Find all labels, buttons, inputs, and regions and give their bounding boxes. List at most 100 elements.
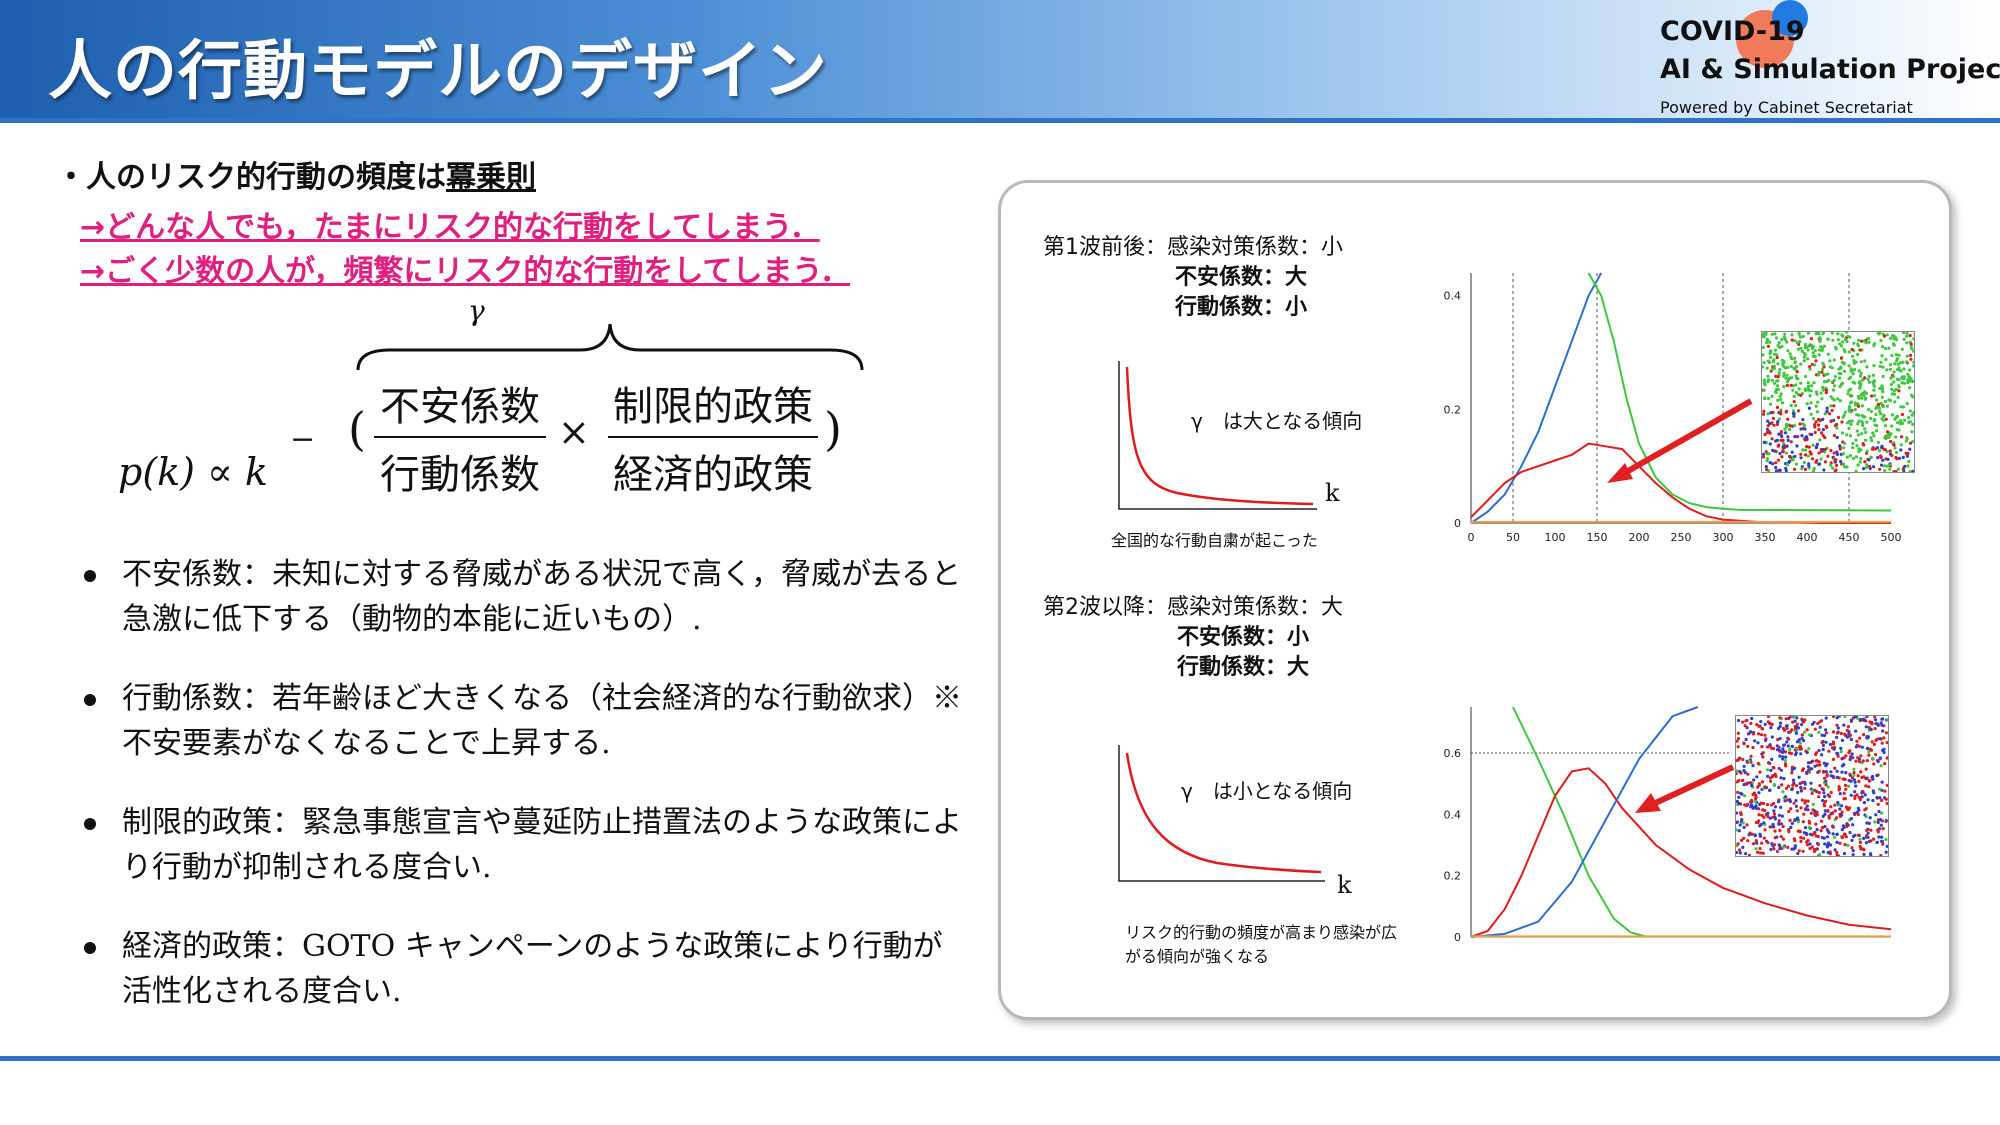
bullet-dot <box>84 942 96 954</box>
gamma-symbol: γ <box>468 294 485 327</box>
agent-dot <box>1879 854 1883 856</box>
agent-dot <box>1897 456 1902 460</box>
agent-dot <box>1794 364 1799 369</box>
agent-dot <box>1874 429 1879 433</box>
agent-dot <box>1760 780 1765 784</box>
agent-dot <box>1744 852 1748 856</box>
agent-dot <box>1783 799 1787 803</box>
agent-dot <box>1880 345 1885 349</box>
agent-dot <box>1866 831 1870 835</box>
agent-dot <box>1912 349 1914 353</box>
agent-dot <box>1792 424 1797 428</box>
agent-dot <box>1777 813 1781 817</box>
agent-dot <box>1897 378 1901 382</box>
agent-dot <box>1839 356 1843 360</box>
numerator-anxiety: 不安係数 <box>380 384 540 430</box>
agent-dot <box>1895 428 1899 432</box>
agent-dot <box>1863 438 1868 442</box>
power-law-formula: γ p(k) ∝ k − ( 不安係数 行動係数 × 制限的政策 経済的政策 ) <box>112 294 872 502</box>
agent-dot <box>1851 823 1855 827</box>
agent-dot <box>1769 779 1773 783</box>
agent-dot <box>1792 837 1796 841</box>
agent-dot <box>1872 364 1876 368</box>
agent-dot <box>1885 801 1888 806</box>
agent-dot <box>1908 377 1912 381</box>
agent-dot <box>1852 778 1856 782</box>
agent-dot <box>1766 412 1770 416</box>
agent-dot <box>1885 783 1888 787</box>
agent-dot <box>1736 731 1740 735</box>
agent-dot <box>1801 820 1805 824</box>
agent-dot <box>1908 333 1912 338</box>
agent-dot <box>1773 352 1777 356</box>
agent-dot <box>1831 388 1836 392</box>
agent-dot <box>1808 767 1812 771</box>
agent-dot <box>1892 443 1896 447</box>
agent-dot <box>1896 395 1900 399</box>
agent-dot <box>1851 354 1855 358</box>
agent-dot <box>1840 738 1845 742</box>
agent-dot <box>1883 424 1888 428</box>
agent-dot <box>1769 746 1774 750</box>
agent-dot <box>1843 783 1848 787</box>
agent-dot <box>1784 786 1788 790</box>
wave2-epidemic-chart: 0 0.2 0.4 0.6 <box>1444 706 1892 944</box>
agent-dot <box>1801 448 1805 452</box>
agent-dot <box>1868 464 1872 469</box>
agent-dot <box>1852 771 1856 775</box>
series-line <box>1470 272 1603 524</box>
agent-dot <box>1878 818 1883 822</box>
agent-dot <box>1856 812 1860 816</box>
agent-dot <box>1833 375 1837 379</box>
agent-dot <box>1876 820 1880 825</box>
agent-dot <box>1806 357 1810 361</box>
agent-dot <box>1884 357 1888 362</box>
agent-dot <box>1794 383 1798 387</box>
agent-dot <box>1859 360 1863 364</box>
agent-dot <box>1790 765 1794 769</box>
agent-dot <box>1875 405 1879 409</box>
agent-dot <box>1907 459 1911 464</box>
agent-dot <box>1831 742 1836 746</box>
agent-dot <box>1805 750 1809 755</box>
agent-dot <box>1737 801 1741 805</box>
agent-dot <box>1808 394 1812 398</box>
main-bullet-emphasis: 冪乗則 <box>446 160 536 195</box>
agent-dot <box>1848 757 1852 762</box>
agent-dot <box>1754 839 1758 843</box>
agent-dot <box>1843 465 1847 469</box>
agent-dot <box>1911 422 1914 426</box>
agent-dot <box>1781 790 1785 794</box>
agent-dot <box>1852 811 1856 815</box>
agent-dot <box>1835 850 1839 855</box>
agent-dot <box>1829 805 1833 809</box>
agent-dot <box>1788 455 1792 459</box>
agent-dot <box>1854 455 1858 459</box>
agent-dot <box>1740 838 1744 842</box>
agent-dot <box>1835 463 1839 467</box>
agent-dot <box>1912 360 1914 364</box>
agent-dot <box>1905 341 1909 345</box>
agent-dot <box>1867 374 1871 378</box>
agent-dot <box>1815 410 1819 414</box>
agent-dot <box>1841 334 1845 338</box>
agent-dot <box>1842 763 1846 767</box>
series-line <box>1470 767 1892 938</box>
agent-dot <box>1793 716 1797 719</box>
agent-dot <box>1783 427 1787 431</box>
agent-dot <box>1885 333 1889 337</box>
agent-dot <box>1761 755 1765 759</box>
agent-dot <box>1794 731 1798 735</box>
agent-dot <box>1810 759 1815 763</box>
agent-dot <box>1781 845 1786 849</box>
agent-dot <box>1824 740 1828 744</box>
agent-dot <box>1768 788 1772 792</box>
agent-dot <box>1867 779 1871 783</box>
agent-dot <box>1896 467 1901 471</box>
agent-dot <box>1803 343 1808 347</box>
agent-dot <box>1814 460 1818 464</box>
agent-dot <box>1736 811 1739 815</box>
agent-dot <box>1812 466 1816 471</box>
agent-dot <box>1858 736 1862 740</box>
agent-dot <box>1766 774 1770 778</box>
